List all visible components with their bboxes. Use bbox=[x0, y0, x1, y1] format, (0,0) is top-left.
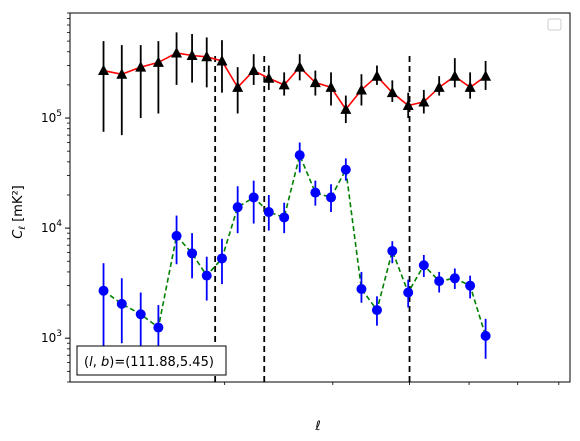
data-point-triangle bbox=[325, 81, 337, 92]
data-point-circle bbox=[310, 187, 321, 198]
y-tick-label: 105 bbox=[41, 109, 62, 125]
y-tick-label: 104 bbox=[41, 219, 62, 235]
data-point-triangle bbox=[294, 61, 306, 72]
data-point-triangle bbox=[186, 49, 198, 60]
data-point-circle bbox=[449, 273, 460, 284]
y-tick-label: 103 bbox=[41, 329, 62, 345]
data-point-triangle bbox=[464, 81, 476, 92]
y-axis-label-unit: [mK²] bbox=[11, 185, 26, 222]
data-point-triangle bbox=[232, 81, 244, 92]
data-point-circle bbox=[371, 305, 382, 316]
x-axis-label: ℓ bbox=[314, 419, 320, 434]
data-point-triangle bbox=[248, 64, 260, 76]
data-point-circle bbox=[153, 322, 164, 333]
y-axis-label-main: C bbox=[11, 229, 26, 239]
data-point-triangle bbox=[355, 83, 367, 95]
annotation-b: b bbox=[101, 355, 109, 370]
annotation-value: =(111.88,5.45) bbox=[114, 355, 214, 370]
legend-box bbox=[547, 18, 562, 31]
series-line-2 bbox=[103, 152, 487, 337]
data-point-triangle bbox=[216, 54, 228, 66]
annotation-l: l bbox=[89, 355, 93, 370]
data-point-circle bbox=[216, 253, 227, 264]
data-point-triangle bbox=[371, 70, 383, 81]
data-point-triangle bbox=[418, 95, 430, 107]
data-point-circle bbox=[294, 150, 305, 161]
svg-text:Cℓ [mK²]: Cℓ [mK²] bbox=[11, 185, 28, 238]
data-point-circle bbox=[135, 309, 146, 320]
data-point-circle bbox=[387, 245, 398, 256]
y-axis-label: Cℓ [mK²] bbox=[11, 185, 28, 238]
data-point-circle bbox=[356, 283, 367, 294]
data-point-circle bbox=[248, 192, 259, 203]
data-point-circle bbox=[418, 260, 429, 271]
data-point-triangle bbox=[278, 78, 290, 90]
data-point-triangle bbox=[98, 64, 110, 76]
data-point-triangle bbox=[433, 81, 445, 92]
data-point-circle bbox=[187, 248, 198, 259]
data-point-triangle bbox=[340, 103, 352, 114]
axes-frame bbox=[69, 12, 571, 383]
data-point-circle bbox=[232, 202, 243, 213]
data-point-circle bbox=[480, 330, 491, 341]
data-point-triangle bbox=[402, 99, 414, 110]
data-point-triangle bbox=[135, 61, 147, 72]
data-point-triangle bbox=[201, 50, 213, 62]
plot-area bbox=[65, 12, 560, 385]
data-point-circle bbox=[326, 192, 337, 203]
annotation-box: (l, b)=(111.88,5.45) bbox=[76, 345, 227, 376]
data-point-circle bbox=[279, 212, 290, 223]
data-point-triangle bbox=[171, 46, 183, 58]
data-point-triangle bbox=[480, 70, 492, 81]
data-point-triangle bbox=[309, 76, 321, 88]
data-point-circle bbox=[434, 276, 445, 287]
data-point-circle bbox=[98, 285, 109, 296]
data-point-circle bbox=[403, 287, 414, 298]
data-point-circle bbox=[465, 280, 476, 291]
data-point-circle bbox=[263, 207, 274, 218]
y-axis-label-sub: ℓ bbox=[18, 226, 28, 231]
y-tick-labels: 103 104 105 bbox=[41, 109, 62, 345]
data-point-triangle bbox=[449, 70, 461, 81]
data-point-triangle bbox=[263, 72, 275, 83]
data-point-circle bbox=[116, 298, 127, 309]
data-point-triangle bbox=[386, 86, 398, 98]
data-point-circle bbox=[201, 270, 212, 281]
data-point-triangle bbox=[116, 68, 128, 79]
data-point-circle bbox=[171, 230, 182, 241]
data-point-circle bbox=[340, 164, 351, 175]
data-point-triangle bbox=[152, 56, 164, 67]
annotation-text: (l, b)=(111.88,5.45) bbox=[84, 355, 214, 370]
